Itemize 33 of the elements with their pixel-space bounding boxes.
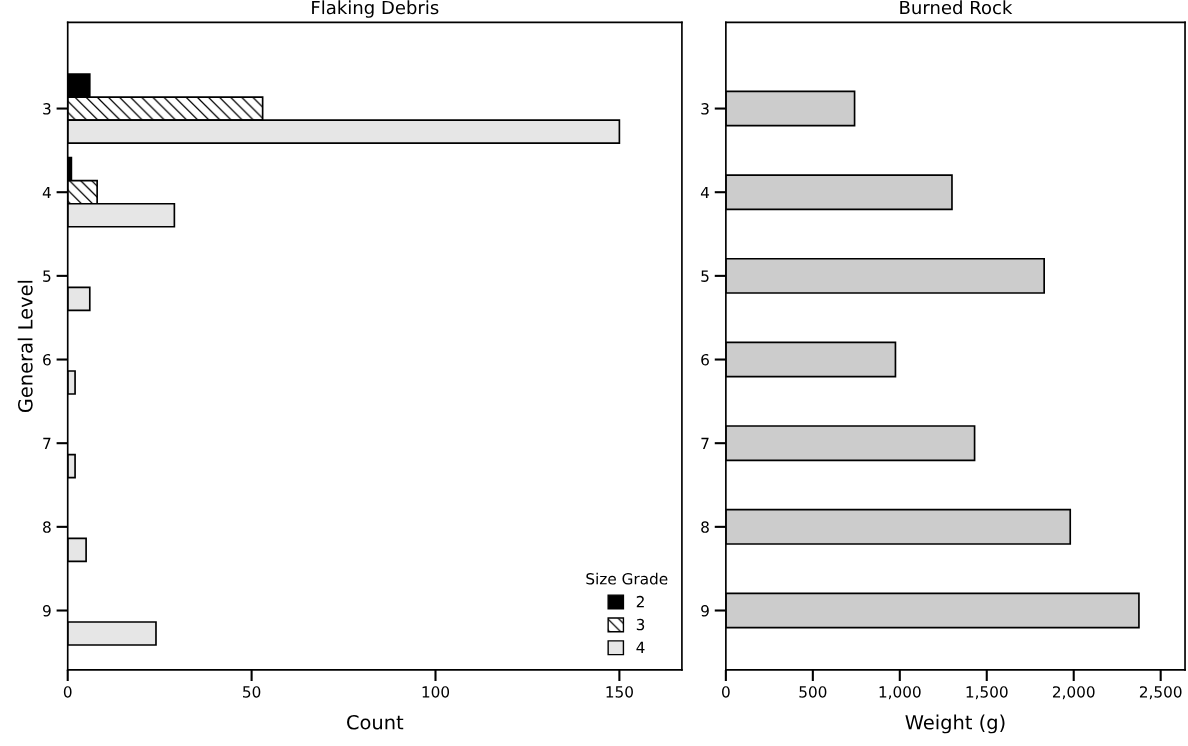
chart-title: Flaking Debris bbox=[312, 0, 439, 18]
y-tick-label: 9 bbox=[42, 604, 51, 617]
y-tick-label: 8 bbox=[701, 521, 709, 533]
y-tick-label: 5 bbox=[701, 270, 709, 282]
x-tick-label: 2,500 bbox=[1139, 686, 1182, 700]
x-tick-label: 150 bbox=[606, 686, 633, 698]
chart-title: Burned Rock bbox=[900, 0, 1013, 15]
y-tick-label: 7 bbox=[701, 437, 709, 449]
y-tick-label: 9 bbox=[701, 604, 709, 617]
x-tick-label: 50 bbox=[243, 686, 261, 698]
y-tick-label: 4 bbox=[700, 186, 710, 199]
x-tick-label: 1,000 bbox=[879, 686, 921, 700]
legend-label: 2 bbox=[636, 595, 644, 608]
y-tick-label: 6 bbox=[701, 353, 709, 366]
legend-title: Size Grade bbox=[586, 572, 668, 585]
y-tick-label: 3 bbox=[43, 103, 51, 115]
y-tick-label: 4 bbox=[42, 186, 51, 199]
x-tick-label: 0 bbox=[63, 686, 72, 698]
y-tick-label: 5 bbox=[43, 270, 51, 282]
x-tick-label: 500 bbox=[799, 686, 827, 698]
x-tick-label: 100 bbox=[422, 686, 450, 698]
x-tick-label: 2,000 bbox=[1052, 686, 1095, 700]
legend-label: 4 bbox=[636, 641, 645, 653]
y-tick-label: 7 bbox=[43, 437, 51, 449]
y-tick-label: 8 bbox=[43, 521, 51, 533]
y-tick-label: 6 bbox=[43, 353, 51, 366]
x-axis-title: Weight (g) bbox=[905, 714, 1005, 734]
x-tick-label: 0 bbox=[722, 686, 730, 698]
x-tick-label: 1,500 bbox=[966, 686, 1008, 700]
x-axis-title: Count bbox=[347, 714, 404, 730]
y-axis-title: General Level bbox=[17, 280, 33, 413]
y-tick-label: 3 bbox=[701, 103, 709, 115]
legend-label: 3 bbox=[636, 618, 645, 631]
